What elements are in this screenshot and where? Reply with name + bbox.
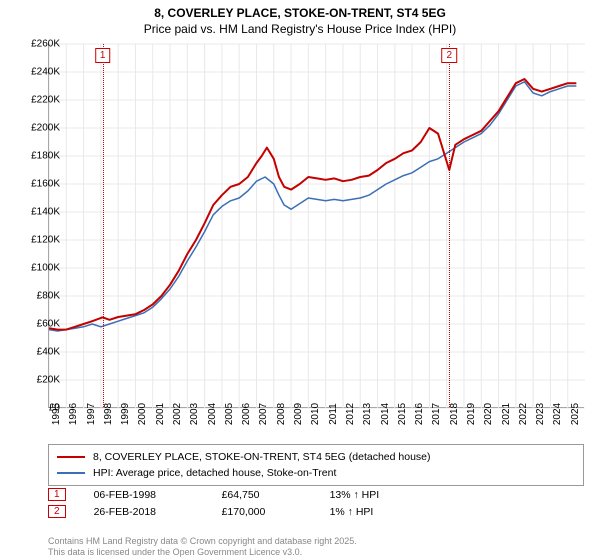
y-tick-label: £40K [37,347,60,358]
sale-delta: 1% ↑ HPI [330,506,374,518]
x-tick-label: 2004 [207,403,218,425]
legend-label: 8, COVERLEY PLACE, STOKE-ON-TRENT, ST4 5… [93,451,431,463]
legend-item: 8, COVERLEY PLACE, STOKE-ON-TRENT, ST4 5… [57,449,575,465]
attribution-line: Contains HM Land Registry data © Crown c… [48,536,357,547]
y-tick-label: £140K [31,207,60,218]
sale-delta: 13% ↑ HPI [330,489,380,501]
sale-marker-line [103,44,104,407]
sale-marker-badge: 1 [95,48,111,63]
x-tick-label: 2019 [466,403,477,425]
x-tick-label: 2022 [518,403,529,425]
sale-date: 06-FEB-1998 [94,489,194,501]
sale-row: 1 06-FEB-1998 £64,750 13% ↑ HPI [48,486,584,503]
chart-title: 8, COVERLEY PLACE, STOKE-ON-TRENT, ST4 5… [0,6,600,20]
x-tick-label: 2009 [293,403,304,425]
chart-subtitle: Price paid vs. HM Land Registry's House … [0,22,600,36]
y-tick-label: £80K [37,291,60,302]
x-tick-label: 2010 [310,403,321,425]
sale-row: 2 26-FEB-2018 £170,000 1% ↑ HPI [48,503,584,520]
x-tick-label: 2012 [345,403,356,425]
x-tick-label: 1999 [120,403,131,425]
y-tick-label: £60K [37,319,60,330]
x-tick-label: 2021 [501,403,512,425]
plot-area: 12 [48,44,584,408]
y-tick-label: £20K [37,375,60,386]
legend-swatch [57,456,85,458]
legend: 8, COVERLEY PLACE, STOKE-ON-TRENT, ST4 5… [48,444,584,486]
y-tick-label: £240K [31,67,60,78]
legend-item: HPI: Average price, detached house, Stok… [57,465,575,481]
chart-titles: 8, COVERLEY PLACE, STOKE-ON-TRENT, ST4 5… [0,0,600,36]
legend-label: HPI: Average price, detached house, Stok… [93,467,336,479]
x-tick-label: 2013 [362,403,373,425]
sale-marker-line [449,44,450,407]
x-tick-label: 1997 [86,403,97,425]
sales-table: 1 06-FEB-1998 £64,750 13% ↑ HPI 2 26-FEB… [48,486,584,520]
x-tick-label: 2017 [431,403,442,425]
y-tick-label: £220K [31,95,60,106]
chart-container: 8, COVERLEY PLACE, STOKE-ON-TRENT, ST4 5… [0,0,600,560]
x-tick-label: 2025 [570,403,581,425]
y-tick-label: £260K [31,39,60,50]
x-tick-label: 1998 [103,403,114,425]
x-tick-label: 1995 [51,403,62,425]
x-tick-label: 2008 [276,403,287,425]
x-tick-label: 2014 [380,403,391,425]
x-tick-label: 2001 [155,403,166,425]
x-tick-label: 2003 [189,403,200,425]
x-tick-label: 2016 [414,403,425,425]
sale-price: £170,000 [222,506,302,518]
y-tick-label: £200K [31,123,60,134]
x-tick-label: 2024 [552,403,563,425]
x-tick-label: 2011 [328,403,339,425]
x-tick-label: 2018 [449,403,460,425]
sale-index-badge: 1 [48,488,66,501]
x-tick-label: 1996 [68,403,79,425]
x-tick-label: 2006 [241,403,252,425]
x-tick-label: 2007 [258,403,269,425]
attribution: Contains HM Land Registry data © Crown c… [48,536,357,558]
attribution-line: This data is licensed under the Open Gov… [48,547,357,558]
y-tick-label: £180K [31,151,60,162]
sale-marker-badge: 2 [441,48,457,63]
x-tick-label: 2020 [483,403,494,425]
x-tick-label: 2000 [137,403,148,425]
legend-swatch [57,472,85,474]
x-tick-label: 2015 [397,403,408,425]
x-tick-label: 2023 [535,403,546,425]
sale-price: £64,750 [222,489,302,501]
y-tick-label: £120K [31,235,60,246]
data-series [49,44,584,407]
y-tick-label: £100K [31,263,60,274]
sale-index-badge: 2 [48,505,66,518]
y-tick-label: £160K [31,179,60,190]
x-tick-label: 2002 [172,403,183,425]
x-tick-label: 2005 [224,403,235,425]
sale-date: 26-FEB-2018 [94,506,194,518]
